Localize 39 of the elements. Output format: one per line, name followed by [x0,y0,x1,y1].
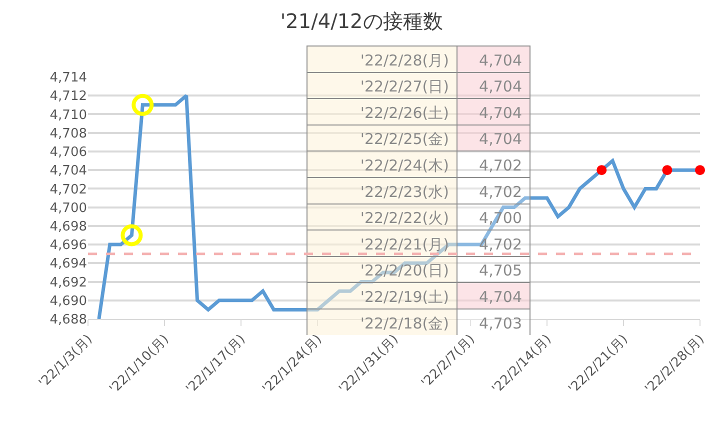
annotation: '22/2/27(日) [360,78,449,96]
chart-title: '21/4/12の接種数 [280,9,443,33]
annotation: 4,704 [479,78,522,96]
y-tick-label: 4,700 [50,200,87,216]
annotation: 4,704 [479,288,522,306]
y-tick-label: 4,696 [50,238,87,254]
annotation: '22/2/19(土) [360,288,449,306]
point [120,224,143,246]
annotation: 4,702 [479,235,522,254]
y-tick-label: 4,688 [50,312,87,328]
y-tick-label: 4,708 [50,126,87,142]
point [596,165,607,176]
y-tick-label: 4,698 [50,219,87,234]
annotation: '22/2/18(金) [360,314,449,332]
y-tick-label: 4,690 [50,294,87,309]
y-tick-label: 4,694 [50,256,87,272]
annotation: '22/2/24(木) [360,156,449,174]
annotation: 4,704 [479,130,522,148]
y-tick-label: 4,704 [50,164,87,179]
y-tick-label: 4,712 [50,89,87,104]
point [695,165,705,176]
annotation: 4,702 [479,182,522,201]
annotation: '22/2/22(火) [360,209,449,228]
annotation: '22/2/25(金) [360,130,449,148]
text: 4,704 [479,51,522,70]
annotation: '22/2/23(水) [360,182,449,201]
annotation: 4,705 [479,262,522,280]
point [662,165,672,176]
annotation: '22/2/26(土) [360,104,449,122]
text: '22/2/28(月) [360,51,449,70]
annotation: 4,704 [479,104,522,122]
y-tick-label: 4,710 [50,108,87,123]
annotation: 4,703 [479,314,522,332]
y-tick-label: 4,702 [50,182,87,198]
point [132,94,154,116]
y-tick-label: 4,706 [50,145,87,160]
y-tick-label: 4,692 [50,275,87,290]
y-tick-label: 4,714 [50,70,87,86]
annotation: 4,702 [479,156,522,174]
